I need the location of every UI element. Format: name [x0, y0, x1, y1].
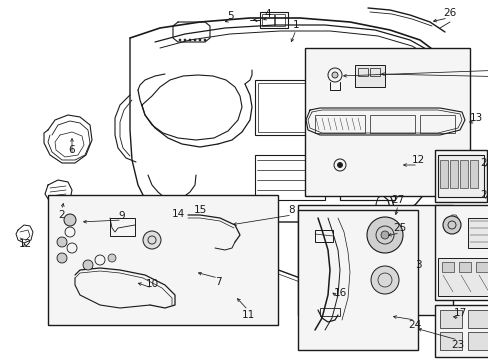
Text: 16: 16: [333, 288, 346, 298]
Text: 10: 10: [145, 279, 158, 289]
Text: 12: 12: [410, 155, 424, 165]
Bar: [110, 218, 135, 236]
Bar: [439, 332, 461, 350]
Bar: [439, 160, 447, 188]
Bar: [467, 310, 488, 328]
Text: 6: 6: [68, 145, 75, 155]
Text: 24: 24: [407, 320, 421, 330]
Circle shape: [57, 253, 67, 263]
Bar: [434, 305, 488, 357]
Text: 21: 21: [479, 158, 488, 168]
Bar: [297, 210, 417, 350]
Bar: [449, 160, 457, 188]
Bar: [262, 14, 273, 26]
Bar: [369, 68, 379, 76]
Text: 17: 17: [452, 308, 466, 318]
Bar: [260, 12, 287, 28]
Bar: [459, 160, 467, 188]
Circle shape: [366, 217, 402, 253]
Bar: [314, 115, 364, 133]
Bar: [467, 218, 488, 248]
Bar: [469, 160, 477, 188]
Bar: [458, 262, 470, 272]
Bar: [369, 270, 381, 290]
Circle shape: [64, 214, 76, 226]
Text: 2: 2: [59, 210, 65, 220]
Circle shape: [442, 216, 460, 234]
Text: 9: 9: [119, 211, 125, 221]
Bar: [437, 258, 488, 296]
Bar: [305, 48, 469, 196]
Circle shape: [199, 39, 201, 41]
Bar: [439, 310, 461, 328]
Bar: [48, 195, 278, 325]
Bar: [254, 80, 329, 135]
Circle shape: [203, 39, 205, 41]
Bar: [434, 205, 488, 300]
Circle shape: [194, 39, 196, 41]
Bar: [467, 332, 488, 350]
Bar: [258, 83, 326, 132]
Bar: [434, 150, 486, 202]
Circle shape: [179, 39, 181, 41]
Text: 1: 1: [292, 20, 299, 30]
Text: 3: 3: [414, 260, 421, 270]
Circle shape: [183, 39, 185, 41]
Text: 26: 26: [443, 8, 456, 18]
Circle shape: [142, 231, 161, 249]
Circle shape: [57, 237, 67, 247]
Bar: [314, 230, 332, 242]
Bar: [339, 135, 394, 200]
Bar: [354, 65, 384, 87]
Bar: [319, 308, 339, 316]
Text: 13: 13: [468, 113, 482, 123]
Text: 7: 7: [214, 277, 221, 287]
Bar: [307, 215, 367, 273]
Circle shape: [337, 162, 342, 167]
Bar: [297, 205, 452, 315]
Text: 22: 22: [479, 190, 488, 200]
Bar: [475, 262, 487, 272]
Bar: [369, 115, 414, 133]
Text: 11: 11: [241, 310, 254, 320]
Bar: [419, 115, 454, 133]
Bar: [441, 262, 453, 272]
Text: 27: 27: [390, 195, 404, 205]
Text: 8: 8: [288, 205, 295, 215]
Text: 4: 4: [264, 9, 271, 19]
Bar: [437, 155, 483, 197]
Bar: [274, 14, 285, 26]
Circle shape: [83, 260, 93, 270]
Circle shape: [331, 72, 337, 78]
Bar: [357, 68, 367, 76]
Text: 23: 23: [450, 340, 464, 350]
Circle shape: [108, 254, 116, 262]
Circle shape: [189, 39, 191, 41]
Bar: [254, 155, 325, 200]
Bar: [339, 135, 394, 200]
Circle shape: [370, 266, 398, 294]
Text: 14: 14: [171, 209, 184, 219]
Text: 5: 5: [226, 11, 233, 21]
Text: 12: 12: [19, 239, 32, 249]
Text: 15: 15: [193, 205, 206, 215]
Circle shape: [380, 231, 388, 239]
Text: 25: 25: [392, 223, 406, 233]
